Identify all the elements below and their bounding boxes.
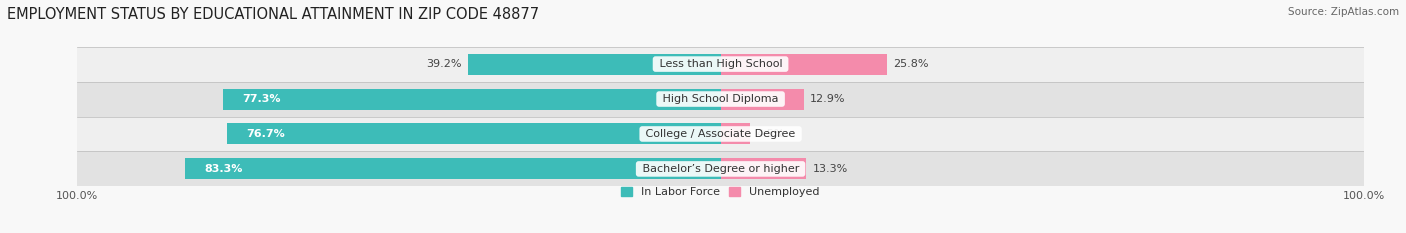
Text: Source: ZipAtlas.com: Source: ZipAtlas.com xyxy=(1288,7,1399,17)
Text: Less than High School: Less than High School xyxy=(655,59,786,69)
Bar xyxy=(77,82,1364,116)
Bar xyxy=(77,151,1364,186)
Text: 39.2%: 39.2% xyxy=(426,59,463,69)
Text: Bachelor’s Degree or higher: Bachelor’s Degree or higher xyxy=(638,164,803,174)
Bar xyxy=(721,123,749,144)
Text: 4.5%: 4.5% xyxy=(756,129,785,139)
Text: 76.7%: 76.7% xyxy=(246,129,285,139)
Bar xyxy=(468,54,721,75)
Bar xyxy=(721,54,887,75)
Text: 13.3%: 13.3% xyxy=(813,164,848,174)
Text: 77.3%: 77.3% xyxy=(243,94,281,104)
Text: College / Associate Degree: College / Associate Degree xyxy=(643,129,799,139)
Bar xyxy=(228,123,721,144)
Bar xyxy=(77,116,1364,151)
Bar xyxy=(77,47,1364,82)
Text: 83.3%: 83.3% xyxy=(204,164,242,174)
Text: 12.9%: 12.9% xyxy=(810,94,845,104)
Bar xyxy=(184,158,721,179)
Bar xyxy=(721,89,804,110)
Text: High School Diploma: High School Diploma xyxy=(659,94,782,104)
Bar xyxy=(721,158,806,179)
Legend: In Labor Force, Unemployed: In Labor Force, Unemployed xyxy=(617,182,824,202)
Text: 25.8%: 25.8% xyxy=(893,59,928,69)
Text: EMPLOYMENT STATUS BY EDUCATIONAL ATTAINMENT IN ZIP CODE 48877: EMPLOYMENT STATUS BY EDUCATIONAL ATTAINM… xyxy=(7,7,538,22)
Bar xyxy=(224,89,721,110)
